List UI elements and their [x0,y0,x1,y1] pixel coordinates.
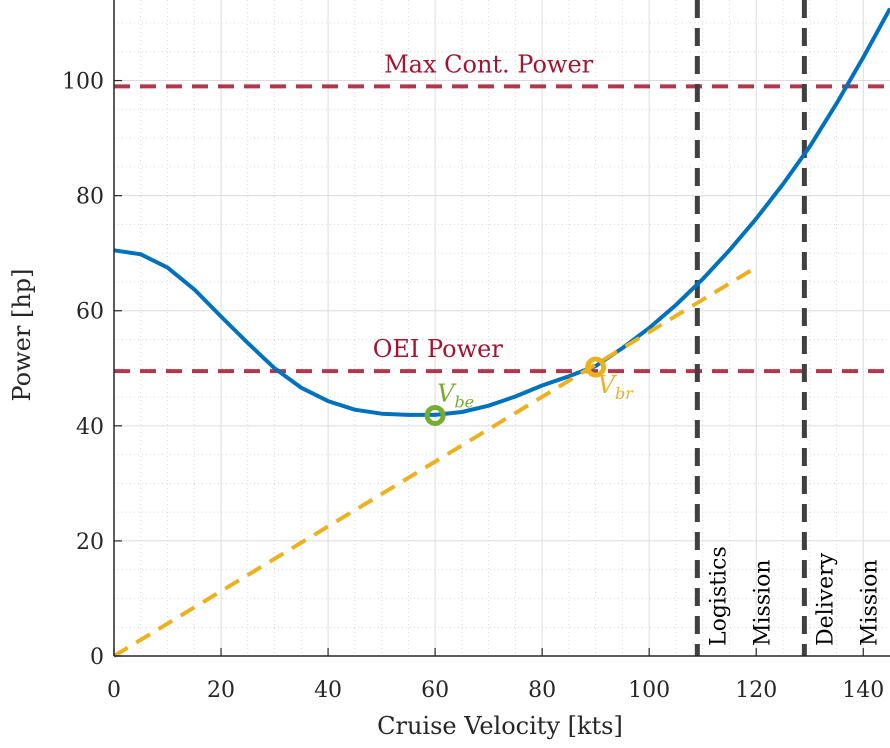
axes: 0 20 40 60 80 100 120 140 0 20 40 60 80 100 [62,0,890,703]
point-marker [585,356,607,378]
reference-line-label: Max Cont. Power [384,50,594,78]
labels-layer: Max Cont. Power OEI Power Logistics Mission… [373,50,883,646]
x-tick-label: 80 [528,678,556,703]
point-label-symbol: V [598,371,618,399]
point-label-subscript: be [454,392,474,411]
points-layer [424,356,607,426]
mission-label-group: Delivery Mission [813,552,882,646]
reference-line-label: OEI Power [373,335,504,363]
point-marker [424,404,446,426]
point-label-symbol: V [437,379,457,407]
y-tick-label: 100 [62,70,104,95]
mission-label-line2: Mission [750,559,775,646]
point-label: Vbr [598,371,635,403]
series-layer [112,7,890,658]
series-line [112,268,752,658]
mission-label-line2: Mission [857,559,882,646]
mission-label-group: Logistics Mission [706,546,775,646]
series-line [113,7,890,417]
x-tick-label: 140 [842,678,884,703]
point-label-subscript: br [615,384,634,403]
mission-label-line1: Delivery [813,552,838,646]
y-tick-label: 0 [90,645,104,670]
major-grid [114,0,890,656]
y-tick-label: 40 [76,415,104,440]
mission-label-line1: Logistics [706,546,731,646]
y-tick-label: 80 [76,185,104,210]
point-label: Vbe [437,379,474,411]
x-tick-label: 20 [207,678,235,703]
minor-grid [114,0,890,656]
x-tick-label: 40 [314,678,342,703]
x-axis-title: Cruise Velocity [kts] [377,712,623,740]
x-tick-label: 100 [628,678,670,703]
reference-lines [114,0,890,656]
y-axis-title: Power [hp] [8,268,36,401]
x-tick-label: 60 [421,678,449,703]
y-tick-label: 60 [76,300,104,325]
x-tick-label: 120 [735,678,777,703]
x-tick-label: 0 [107,678,121,703]
y-tick-label: 20 [76,530,104,555]
